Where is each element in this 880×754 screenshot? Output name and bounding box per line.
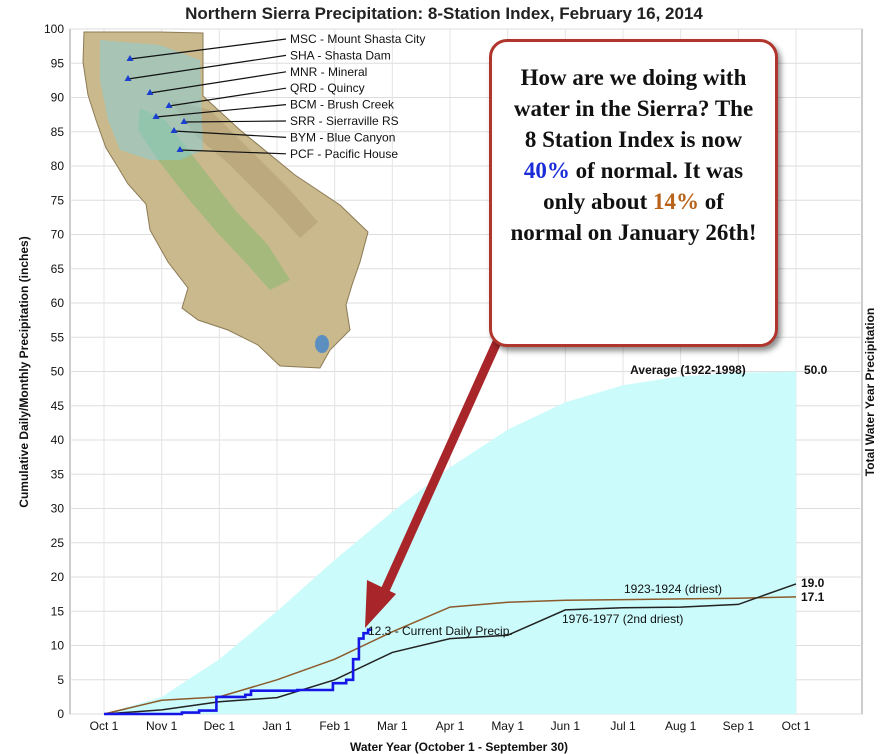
- y-tick-label: 90: [51, 91, 65, 105]
- y-tick-label: 75: [51, 193, 65, 207]
- station-leader-line: [155, 104, 287, 118]
- y-tick-label: 5: [57, 673, 64, 687]
- station-leader-line: [168, 87, 287, 107]
- station-label: BYM - Blue Canyon: [290, 130, 395, 144]
- station-label: MNR - Mineral: [290, 65, 367, 79]
- x-tick-label: Oct 1: [90, 719, 119, 733]
- station-leader-line: [183, 120, 287, 123]
- y-tick-label: 60: [51, 296, 65, 310]
- x-axis-label: Water Year (October 1 - September 30): [350, 740, 568, 754]
- station-leader-line: [127, 54, 287, 80]
- station-leader-line: [179, 149, 287, 155]
- station-marker: [176, 146, 184, 152]
- series-line-layer: [103, 583, 797, 716]
- average-series-label: Average (1922-1998): [630, 363, 746, 377]
- y-tick-label: 95: [51, 56, 65, 70]
- x-tick-label: Mar 1: [377, 719, 408, 733]
- x-tick-label: Feb 1: [319, 719, 350, 733]
- station-marker: [170, 127, 178, 133]
- y-tick-label: 65: [51, 262, 65, 276]
- station-label: SHA - Shasta Dam: [290, 48, 391, 62]
- x-tick-label: Apr 1: [436, 719, 465, 733]
- callout-text-1: How are we doing with water in the Sierr…: [513, 65, 754, 152]
- series-label-layer: Average (1922-1998) 50.0 17.119.0 1923-1924…: [368, 363, 828, 638]
- x-tick-label: Oct 1: [782, 719, 811, 733]
- y-tick-label: 85: [51, 125, 65, 139]
- x-tick-label: Jul 1: [610, 719, 636, 733]
- y-tick-label: 30: [51, 502, 65, 516]
- x-tick-label: Sep 1: [723, 719, 755, 733]
- series-line-2: [103, 583, 797, 715]
- average-end-value: 50.0: [804, 363, 828, 377]
- series-line-3: [104, 628, 373, 716]
- y-tick-label: 55: [51, 330, 65, 344]
- callout-arrow: [365, 337, 502, 628]
- driest-series-label: 1923-1924 (driest): [624, 582, 722, 596]
- station-marker: [152, 113, 160, 119]
- callout-text-3: of normal on January 26th!: [510, 189, 757, 245]
- x-tick-label: Jan 1: [262, 719, 292, 733]
- y-tick-label: 25: [51, 536, 65, 550]
- y-tick-label: 40: [51, 433, 65, 447]
- second-driest-series-label: 1976-1977 (2nd driest): [562, 612, 683, 626]
- x-tick-label: Nov 1: [146, 719, 178, 733]
- y-tick-label: 50: [51, 365, 65, 379]
- x-tick-label: Jun 1: [551, 719, 581, 733]
- right-axis-label: Total Water Year Precipitation: [863, 308, 877, 477]
- station-marker: [146, 89, 154, 95]
- station-label: SRR - Sierraville RS: [290, 114, 399, 128]
- station-leader-line: [129, 38, 287, 60]
- station-label: BCM - Brush Creek: [290, 98, 395, 112]
- chart-title: Northern Sierra Precipitation: 8-Station…: [185, 4, 703, 23]
- average-area-layer: [104, 371, 796, 714]
- sierra-range: [170, 100, 318, 238]
- x-tick-label: Aug 1: [665, 719, 697, 733]
- station-label: MSC - Mount Shasta City: [290, 32, 425, 46]
- second-driest-end-value: 19.0: [801, 576, 825, 590]
- y-axis-label: Cumulative Daily/Monthly Precipitation (…: [17, 236, 31, 507]
- station-layer: MSC - Mount Shasta City SHA - Shasta Dam M…: [124, 32, 425, 161]
- y-tick-label: 20: [51, 570, 65, 584]
- station-label: PCF - Pacific House: [290, 147, 398, 161]
- x-tick-label: May 1: [491, 719, 524, 733]
- station-marker: [126, 55, 134, 61]
- average-area: [104, 371, 796, 714]
- driest-end-value: 17.1: [801, 590, 825, 604]
- axis-tick-layer: 0 5 10 15 20 25 30 35 40 45 50 55 60 65 70 75 80 85 90 95 10…: [44, 22, 811, 733]
- callout-box: How are we doing with water in the Sierr…: [489, 39, 778, 347]
- salton-sea: [315, 335, 329, 353]
- central-valley: [138, 108, 290, 290]
- current-series-label: 12.3 - Current Daily Precip.: [368, 624, 513, 638]
- northern-sierra-highlight: [100, 40, 203, 160]
- x-tick-label: Dec 1: [204, 719, 236, 733]
- station-marker: [124, 75, 132, 81]
- y-tick-label: 45: [51, 399, 65, 413]
- station-leader-line: [149, 71, 287, 94]
- station-leader-line: [173, 130, 287, 138]
- y-tick-label: 15: [51, 604, 65, 618]
- y-tick-label: 0: [57, 707, 64, 721]
- y-tick-label: 10: [51, 639, 65, 653]
- y-tick-label: 100: [44, 22, 64, 36]
- station-marker: [165, 102, 173, 108]
- callout-percent-then: 14%: [653, 189, 699, 214]
- callout-text-2: of normal. It was only about: [543, 158, 744, 214]
- y-tick-label: 35: [51, 467, 65, 481]
- y-tick-label: 70: [51, 228, 65, 242]
- y-tick-label: 80: [51, 159, 65, 173]
- station-marker: [180, 118, 188, 124]
- callout-percent-now: 40%: [523, 158, 570, 183]
- station-label: QRD - Quincy: [290, 81, 365, 95]
